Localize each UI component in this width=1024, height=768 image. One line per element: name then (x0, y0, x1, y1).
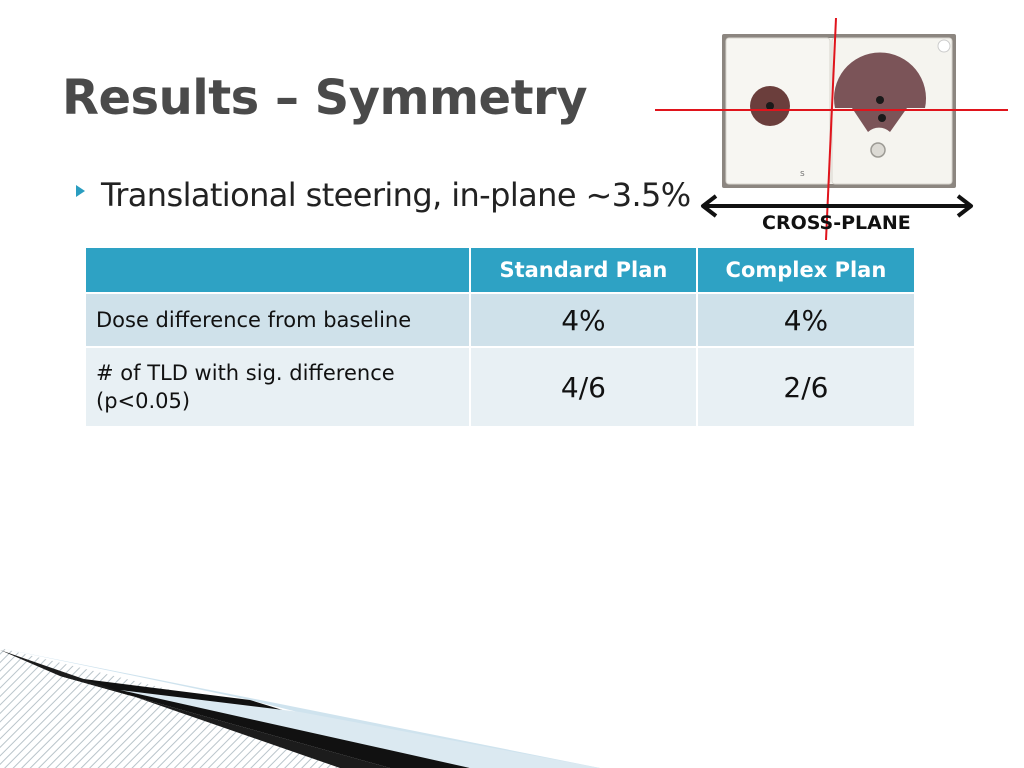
table-header-row: Standard Plan Complex Plan (84, 246, 917, 294)
row-label: Dose difference from baseline (84, 292, 471, 348)
table-row: # of TLD with sig. difference (p<0.05) 4… (84, 346, 917, 428)
table-row: Dose difference from baseline 4% 4% (84, 292, 917, 348)
bullet-item: Translational steering, in-plane ~3.5% (76, 176, 691, 214)
complex-value: 2/6 (695, 346, 917, 428)
bullet-arrow-icon (76, 185, 85, 197)
table-header-complex: Complex Plan (695, 246, 917, 294)
table-header-blank (84, 246, 471, 294)
standard-value: 4/6 (469, 346, 698, 428)
bullet-text: Translational steering, in-plane ~3.5% (101, 176, 691, 214)
svg-text:s: s (800, 169, 805, 179)
vertical-crosshair-line (825, 17, 837, 241)
double-arrow-icon (701, 194, 973, 218)
complex-value: 4% (695, 292, 917, 348)
standard-value: 4% (469, 292, 698, 348)
slide-title: Results – Symmetry (62, 70, 588, 126)
table-header-standard: Standard Plan (469, 246, 698, 294)
cross-plane-label: CROSS-PLANE (762, 212, 911, 234)
row-label: # of TLD with sig. difference (p<0.05) (84, 346, 471, 428)
results-table: Standard Plan Complex Plan Dose differen… (84, 246, 917, 428)
